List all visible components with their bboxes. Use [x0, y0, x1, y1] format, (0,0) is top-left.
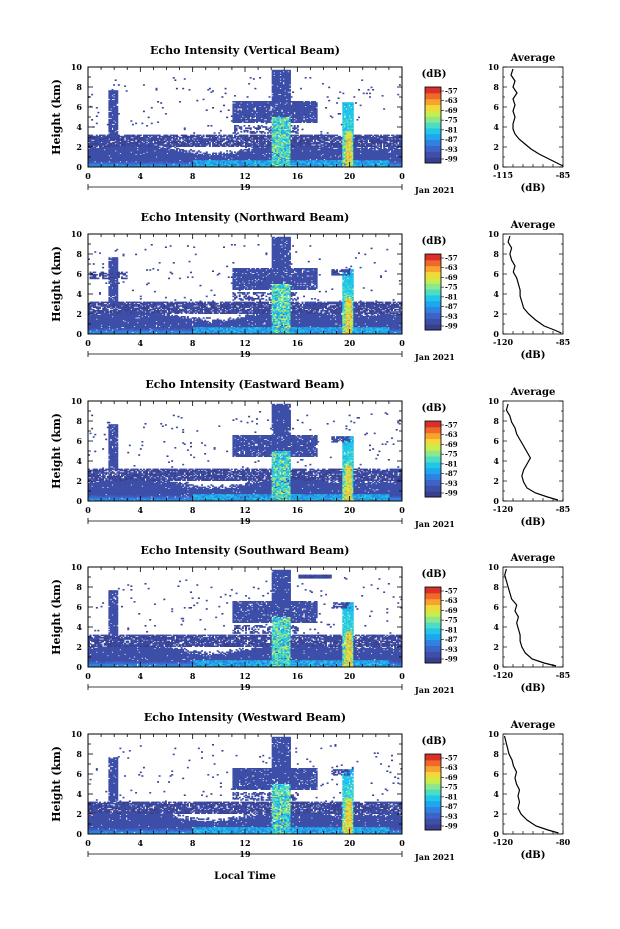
heatmap-cell: [228, 109, 230, 111]
heatmap-cell: [174, 79, 176, 81]
heatmap-cell: [116, 106, 118, 108]
heatmap-cell: [156, 88, 158, 90]
heatmap-cell: [116, 131, 118, 133]
heatmap-cell: [160, 102, 162, 104]
heatmap-cell: [143, 111, 145, 113]
heatmap-cell: [243, 125, 245, 127]
echo-intensity-figure: Echo Intensity (Vertical Beam)0 4 8 12 16 20 0…: [0, 0, 620, 929]
heatmap-cell: [91, 119, 93, 121]
heatmap-cell: [237, 132, 239, 134]
heatmap-cell: [240, 126, 242, 128]
heatmap-cell: [231, 135, 233, 137]
heatmap-cell: [116, 90, 118, 92]
heatmap-cell: [97, 112, 99, 114]
heatmap-cell: [146, 125, 148, 127]
heatmap-cell: [118, 84, 120, 86]
heatmap-cell: [141, 123, 143, 125]
heatmap-cell: [218, 132, 220, 134]
heatmap-cell: [118, 113, 120, 115]
heatmap-cell: [185, 150, 187, 152]
heatmap-cell: [206, 151, 208, 153]
heatmap-cell: [256, 131, 258, 133]
heatmap-cell: [93, 126, 95, 128]
heatmap-cell: [193, 132, 195, 134]
heatmap-cell: [231, 151, 233, 153]
heatmap-cell: [225, 88, 227, 90]
heatmap-cell: [236, 127, 238, 129]
panel-title: Echo Intensity (Vertical Beam): [150, 44, 340, 57]
heatmap-cell: [226, 150, 228, 152]
heatmap-cell: [196, 100, 198, 102]
heatmap-cell: [220, 151, 222, 153]
heatmap-cell: [253, 78, 255, 80]
heatmap-cell: [165, 113, 167, 115]
heatmap-cell: [115, 79, 117, 81]
heatmap-cell: [157, 121, 159, 123]
heatmap-cell: [250, 77, 252, 79]
heatmap-cell: [247, 130, 249, 132]
heatmap-cell: [143, 84, 145, 86]
heatmap-cell: [212, 107, 214, 109]
heatmap-cell: [240, 131, 242, 133]
heatmap-cell: [203, 135, 205, 137]
heatmap-cell: [151, 107, 153, 109]
heatmap-cell: [130, 120, 132, 122]
heatmap-cell: [220, 130, 222, 132]
heatmap-cell: [220, 111, 222, 113]
heatmap-cell: [193, 150, 195, 152]
heatmap-cell: [157, 101, 159, 103]
heatmap-cell: [182, 88, 184, 90]
heatmap-cell: [214, 132, 216, 134]
heatmap-cell: [215, 153, 217, 155]
heatmap-cell: [124, 85, 126, 87]
heatmap-cell: [259, 77, 261, 79]
heatmap-cell: [247, 135, 249, 137]
heatmap-cell: [212, 90, 214, 92]
heatmap-cell: [250, 127, 252, 129]
heatmap-cell: [226, 117, 228, 119]
heatmap-cell: [176, 88, 178, 90]
heatmap-cell: [254, 88, 256, 90]
heatmap-cell: [234, 95, 236, 97]
heatmap-cell: [248, 148, 250, 150]
heatmap-cell: [184, 127, 186, 129]
heatmap-cell: [225, 93, 227, 95]
heatmap-cell: [179, 101, 181, 103]
heatmap-cell: [221, 96, 223, 98]
heatmap-cell: [248, 125, 250, 127]
heatmap-cells: [88, 70, 402, 168]
heatmap-cell: [140, 135, 142, 137]
heatmap-cell: [184, 78, 186, 80]
heatmap-cell: [188, 89, 190, 91]
heatmap-cell: [113, 84, 115, 86]
heatmap-cell: [148, 117, 150, 119]
heatmap-cell: [223, 105, 225, 107]
heatmap-cell: [203, 99, 205, 101]
heatmap-cell: [247, 96, 249, 98]
heatmap-cell: [162, 107, 164, 109]
heatmap-cell: [96, 115, 98, 117]
heatmap-cell: [91, 94, 93, 96]
heatmap-cell: [135, 123, 137, 125]
heatmap-cell: [199, 151, 201, 153]
heatmap-cell: [96, 123, 98, 125]
heatmap-cell: [206, 109, 208, 111]
heatmap-cell: [209, 88, 211, 90]
heatmap-cell: [173, 77, 175, 79]
heatmap-cell: [248, 83, 250, 85]
heatmap-cell: [96, 107, 98, 109]
heatmap-cell: [151, 123, 153, 125]
heatmap-cell: [126, 90, 128, 92]
heatmap-cell: [210, 125, 212, 127]
heatmap-cell: [132, 124, 134, 126]
heatmap-cell: [207, 125, 209, 127]
